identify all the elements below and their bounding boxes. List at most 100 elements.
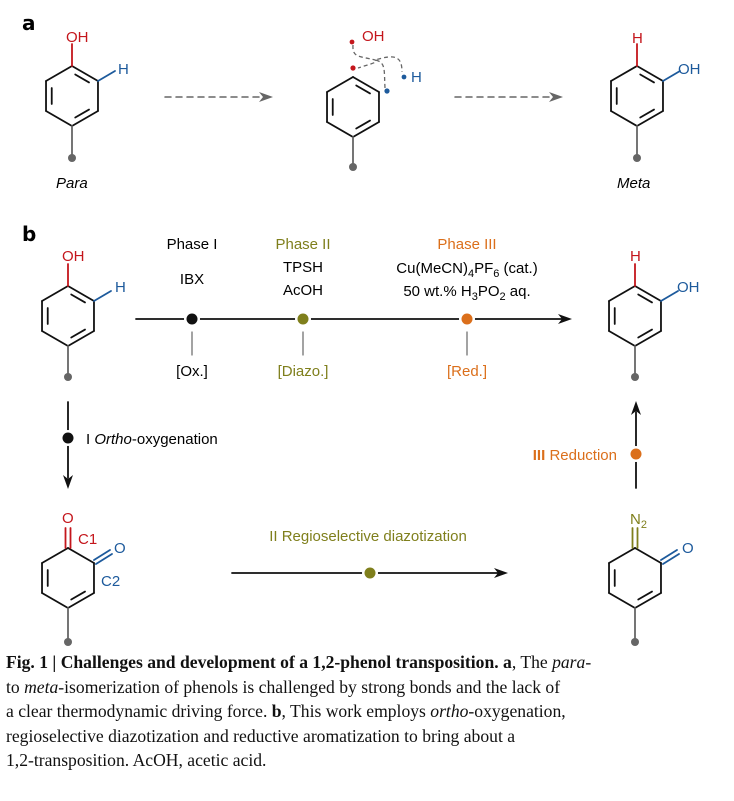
- product-oh-bond: [660, 290, 679, 302]
- intermediate-ring-bond: [352, 121, 380, 138]
- intermediate-ring-bond: [326, 121, 354, 138]
- step-3-dot: [630, 448, 642, 460]
- meta-h-label: H: [632, 30, 643, 47]
- phase-1-reagent: IBX: [180, 271, 204, 288]
- diazo-ring-bond: [634, 547, 662, 564]
- diazo-ring-bond: [608, 592, 636, 609]
- step-3-label: III Reduction: [533, 447, 617, 464]
- caption-segment: a clear thermodynamic driving force.: [6, 701, 272, 722]
- phase-2-tag: [Diazo.]: [278, 363, 329, 380]
- meta-ring-bond: [636, 65, 664, 82]
- phase-1-dot: [186, 313, 198, 325]
- quinone-ring-double-bond: [70, 590, 86, 601]
- caption-segment: meta: [24, 676, 59, 697]
- phase-2-reagent-tpsh: TPSH: [283, 259, 323, 276]
- intermediate-methyl-dot: [349, 163, 357, 171]
- migration-path-h: [374, 56, 403, 89]
- step-1-label: I Ortho-oxygenation: [86, 431, 218, 448]
- diazo-ring-double-bond: [637, 590, 653, 601]
- diazo-ring-bond: [608, 547, 636, 564]
- phase-3-tag: [Red.]: [447, 363, 487, 380]
- caption-segment: b: [271, 701, 282, 722]
- quinone-c2-label: C2: [101, 573, 120, 590]
- phase-3-catalyst: Cu(MeCN)4PF6 (cat.): [396, 260, 537, 280]
- caption-segment: , This work employs: [281, 701, 431, 722]
- start-oh-label: OH: [62, 248, 85, 265]
- caption-segment: to: [6, 676, 25, 697]
- diazo-methyl-dot: [631, 638, 639, 646]
- product-methyl-dot: [631, 373, 639, 381]
- product-oh-label: OH: [677, 279, 700, 296]
- caption-segment: -: [585, 652, 592, 672]
- ring-radical-dot-blue: [384, 88, 390, 94]
- meta-methyl-dot: [633, 154, 641, 162]
- product-ring-double-bond: [637, 293, 653, 304]
- para-ring-bond: [45, 110, 73, 127]
- caption-segment: Fig. 1 | Challenges and development of a…: [6, 652, 512, 672]
- intermediate-ring-bond: [326, 76, 354, 93]
- para-h-bond: [97, 70, 116, 82]
- caption-segment: 1,2-transposition. AcOH, acetic acid.: [6, 750, 267, 771]
- meta-ring-double-bond: [639, 108, 655, 119]
- start-ring-bond: [41, 330, 69, 347]
- quinone-ring-bond: [67, 547, 95, 564]
- diazo-ring-bond: [634, 592, 662, 609]
- product-ring-bond: [634, 330, 662, 347]
- phase-1-title: Phase I: [167, 236, 218, 253]
- product-h-label: H: [630, 248, 641, 265]
- quinone-c2-o-bond: [95, 553, 113, 565]
- start-ring-bond: [67, 285, 95, 302]
- ring-radical-dot-red: [350, 65, 356, 71]
- quinone-methyl-dot: [64, 638, 72, 646]
- phase-2-reagent-acoh: AcOH: [283, 282, 323, 299]
- caption-line: regioselective diazotization and reducti…: [6, 724, 731, 749]
- figure-caption: Fig. 1 | Challenges and development of a…: [6, 650, 731, 773]
- phase-3-reductant: 50 wt.% H3PO2 aq.: [403, 283, 530, 303]
- quinone-o1-label: O: [62, 510, 74, 527]
- oh-radical-dot: [349, 39, 355, 45]
- step-1-dot: [62, 432, 74, 444]
- phase-2-title: Phase II: [275, 236, 330, 253]
- caption-line: 1,2-transposition. AcOH, acetic acid.: [6, 748, 731, 773]
- intermediate-ring-bond: [352, 76, 380, 93]
- caption-line: Fig. 1 | Challenges and development of a…: [6, 650, 731, 675]
- para-oh-label: OH: [66, 29, 89, 46]
- molecule-rings: [41, 39, 681, 646]
- radical-oh-label: OH: [362, 28, 385, 45]
- para-h-label: H: [118, 61, 129, 78]
- caption-line: to meta-isomerization of phenols is chal…: [6, 675, 731, 700]
- meta-ring-double-bond: [639, 73, 655, 84]
- start-h-bond: [93, 290, 112, 302]
- panel-a-label: a: [22, 11, 36, 35]
- intermediate-ring-double-bond: [355, 119, 371, 130]
- para-methyl-dot: [68, 154, 76, 162]
- meta-oh-bond: [662, 70, 681, 82]
- quinone-c1-label: C1: [78, 531, 97, 548]
- migration-path-oh: [352, 44, 377, 69]
- start-h-label: H: [115, 279, 126, 296]
- caption-segment: -oxygenation,: [468, 701, 566, 722]
- para-ring-bond: [45, 65, 73, 82]
- dashed-arrow-head: [259, 92, 273, 102]
- product-ring-double-bond: [637, 328, 653, 339]
- product-ring-bond: [634, 285, 662, 302]
- diazo-co-bond: [660, 549, 678, 561]
- dashed-arrow-head: [549, 92, 563, 102]
- quinone-c2-o-bond: [93, 549, 111, 561]
- phase-2-dot: [297, 313, 309, 325]
- meta-ring-bond: [610, 110, 638, 127]
- start-ring-bond: [67, 330, 95, 347]
- product-ring-bond: [608, 330, 636, 347]
- para-ring-double-bond: [74, 108, 90, 119]
- quinone-ring-bond: [41, 547, 69, 564]
- quinone-ring-bond: [67, 592, 95, 609]
- step-1-arrowhead: [63, 475, 73, 489]
- caption-segment: ortho: [430, 701, 469, 722]
- meta-oh-label: OH: [678, 61, 701, 78]
- diazo-o-label: O: [682, 540, 694, 557]
- caption-segment: -isomerization of phenols is challenged …: [58, 676, 561, 697]
- caption-line: a clear thermodynamic driving force. b, …: [6, 699, 731, 724]
- start-methyl-dot: [64, 373, 72, 381]
- phase-3-dot: [461, 313, 473, 325]
- start-ring-double-bond: [70, 293, 86, 304]
